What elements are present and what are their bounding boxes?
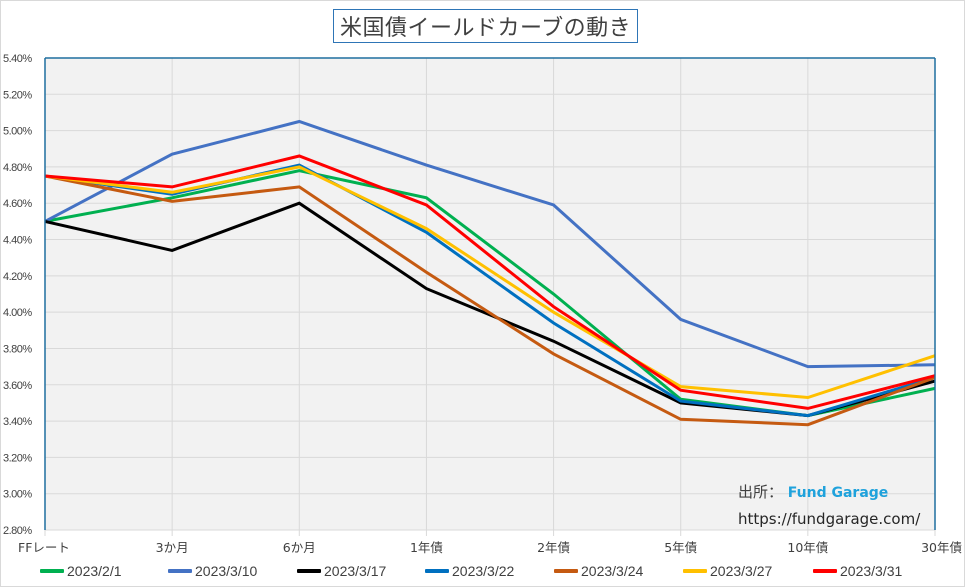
legend-label: 2023/2/1 (67, 563, 122, 579)
series-line-2023-3-10 (44, 119, 936, 369)
series-line-2023-3-31 (44, 154, 936, 410)
y-tick-label: 3.60% (3, 380, 32, 392)
y-tick-label: 3.20% (3, 452, 32, 464)
y-tick-label: 4.40% (3, 235, 32, 247)
legend-label: 2023/3/24 (581, 563, 644, 579)
legend-swatch (813, 569, 837, 573)
legend-swatch (297, 569, 321, 573)
chart-title: 米国債イールドカーブの動き (333, 9, 639, 43)
legend-label: 2023/3/27 (710, 563, 773, 579)
x-tick-label: 2年債 (537, 540, 570, 555)
legend-item: 2023/3/24 (554, 563, 643, 579)
legend-label: 2023/3/22 (452, 563, 515, 579)
legend-item: 2023/2/1 (40, 563, 122, 579)
legend-label: 2023/3/17 (324, 563, 387, 579)
y-axis-ticks: 2.80% 3.00% 3.20% 3.40% 3.60% 3.80% 4.00% 4.20%… (3, 53, 33, 537)
chart-title-text: 米国債イールドカーブの動き (340, 16, 632, 41)
legend-swatch (425, 569, 449, 573)
y-tick-label: 4.00% (3, 307, 32, 319)
source-label: 出所： (738, 483, 784, 501)
y-tick-label: 5.40% (3, 53, 32, 65)
legend-item: 2023/3/17 (297, 563, 386, 579)
y-tick-label: 4.80% (3, 162, 32, 174)
x-tick-label: 30年債 (921, 540, 962, 555)
x-tick-label: 3か月 (156, 540, 189, 555)
y-tick-label: 5.20% (3, 89, 32, 101)
y-tick-label: 2.80% (3, 525, 32, 537)
x-tick-label: FFレート (18, 540, 70, 555)
x-tick-label: 6か月 (283, 540, 316, 555)
legend-item: 2023/3/22 (425, 563, 514, 579)
series-lines (44, 119, 936, 427)
legend-swatch (554, 569, 578, 573)
source-annotation: 出所： Fund Garage (738, 481, 888, 502)
x-tick-label: 10年債 (787, 540, 828, 555)
source-url[interactable]: https://fundgarage.com/ (738, 510, 921, 528)
legend-label: 2023/3/10 (195, 563, 258, 579)
y-tick-label: 4.60% (3, 198, 32, 210)
x-tick-label: 5年債 (664, 540, 697, 555)
y-tick-label: 5.00% (3, 126, 32, 138)
y-tick-label: 4.20% (3, 271, 32, 283)
y-tick-label: 3.80% (3, 343, 32, 355)
legend-swatch (40, 569, 64, 573)
legend: 2023/2/1 2023/3/10 2023/3/17 2023/3/22 2023/… (0, 563, 965, 583)
legend-item: 2023/3/10 (168, 563, 257, 579)
legend-label: 2023/3/31 (840, 563, 903, 579)
legend-item: 2023/3/31 (813, 563, 902, 579)
y-tick-label: 3.00% (3, 489, 32, 501)
plot-area (45, 58, 935, 530)
legend-swatch (168, 569, 192, 573)
source-brand: Fund Garage (787, 485, 889, 501)
y-tick-label: 3.40% (3, 416, 32, 428)
x-tick-label: 1年債 (410, 540, 443, 555)
legend-item: 2023/3/27 (683, 563, 772, 579)
legend-swatch (683, 569, 707, 573)
series-line-2023-3-27 (44, 165, 936, 400)
series-line-2023-3-24 (44, 174, 936, 427)
x-axis-ticks: FFレート 3か月 6か月 1年債 2年債 5年債 10年債 30年債 (18, 540, 962, 555)
